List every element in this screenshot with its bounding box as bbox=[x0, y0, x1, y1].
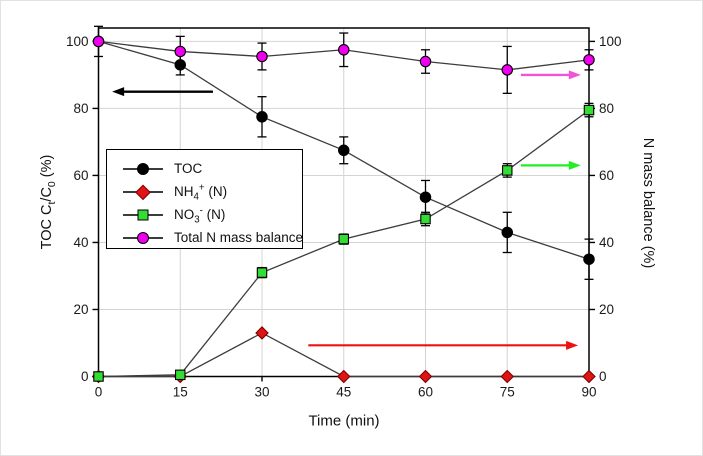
x-tick-label: 75 bbox=[500, 385, 515, 400]
marker-total-n-mass-balance bbox=[174, 45, 187, 58]
y-tick-label-right: 100 bbox=[599, 34, 622, 49]
total-n-right-axis-arrow-head bbox=[568, 70, 581, 80]
x-tick-label: 15 bbox=[173, 385, 188, 400]
marker-no3-n- bbox=[583, 104, 595, 116]
marker-nh4-n- bbox=[418, 369, 433, 384]
marker-no3-n- bbox=[420, 213, 431, 225]
legend-item-nh4: NH4+ (N) bbox=[121, 180, 302, 203]
legend-item-toc: TOC bbox=[121, 157, 302, 180]
legend-label-total-n: Total N mass balance bbox=[174, 230, 304, 245]
marker-nh4-n- bbox=[255, 326, 269, 340]
marker-total-n-mass-balance bbox=[501, 64, 513, 76]
legend-item-total-n: Total N mass balance bbox=[121, 226, 304, 249]
x-axis-title: Time (min) bbox=[308, 412, 380, 430]
y-tick-label-right: 80 bbox=[599, 101, 614, 116]
marker-total-n-mass-balance bbox=[256, 50, 268, 63]
marker-no3-n- bbox=[501, 165, 513, 176]
x-tick-label: 0 bbox=[95, 385, 103, 400]
marker-toc bbox=[337, 144, 350, 157]
x-tick-label: 30 bbox=[254, 385, 269, 400]
marker-no3-n- bbox=[175, 369, 186, 381]
marker-toc bbox=[583, 253, 595, 265]
total-n-marker-icon bbox=[137, 231, 149, 244]
toc-marker-icon bbox=[137, 162, 149, 175]
legend-label-nh4: NH4+ (N) bbox=[174, 182, 228, 203]
y-tick-label-left: 80 bbox=[73, 101, 88, 116]
legend-label-no3: NO3- (N) bbox=[174, 205, 226, 226]
no3-right-axis-arrow-head bbox=[568, 160, 581, 170]
marker-total-n-mass-balance bbox=[419, 55, 432, 68]
marker-nh4-n- bbox=[582, 369, 596, 384]
marker-no3-n- bbox=[93, 371, 104, 382]
marker-toc bbox=[501, 226, 513, 239]
x-tick-label: 45 bbox=[336, 385, 351, 400]
marker-nh4-n- bbox=[500, 369, 515, 384]
nh4-marker-icon bbox=[135, 184, 151, 199]
legend-box: TOC NH4+ (N) NO3- (N) Total N mass balan… bbox=[106, 149, 303, 249]
legend-item-no3: NO3- (N) bbox=[121, 203, 302, 226]
legend-label-toc: TOC bbox=[174, 161, 203, 176]
toc-left-axis-arrow-head bbox=[112, 87, 125, 97]
marker-toc bbox=[256, 111, 268, 123]
y-tick-label-left: 0 bbox=[81, 369, 89, 384]
y-tick-label-right: 0 bbox=[599, 369, 607, 384]
marker-total-n-mass-balance bbox=[337, 44, 350, 56]
x-tick-label: 60 bbox=[418, 385, 433, 400]
y-tick-label-right: 40 bbox=[599, 235, 614, 250]
y-tick-label-left: 40 bbox=[73, 235, 88, 250]
marker-toc bbox=[419, 191, 432, 203]
no3-marker-icon bbox=[137, 209, 149, 220]
y-axis-title-right: N mass balance (%) bbox=[640, 137, 656, 269]
marker-nh4-n- bbox=[336, 369, 351, 384]
y-tick-label-left: 60 bbox=[73, 168, 88, 183]
x-tick-label: 90 bbox=[581, 385, 596, 400]
marker-total-n-mass-balance bbox=[583, 54, 595, 66]
y-tick-label-right: 20 bbox=[599, 302, 614, 317]
y-tick-label-left: 100 bbox=[66, 34, 89, 49]
nh4-right-axis-arrow-head bbox=[566, 340, 579, 350]
y-tick-label-right: 60 bbox=[599, 168, 614, 183]
y-axis-title-left: TOC Ct/C0 (%) bbox=[39, 154, 58, 250]
marker-no3-n- bbox=[256, 267, 268, 278]
marker-total-n-mass-balance bbox=[92, 35, 105, 48]
y-tick-label-left: 20 bbox=[73, 302, 88, 317]
marker-no3-n- bbox=[338, 233, 349, 245]
